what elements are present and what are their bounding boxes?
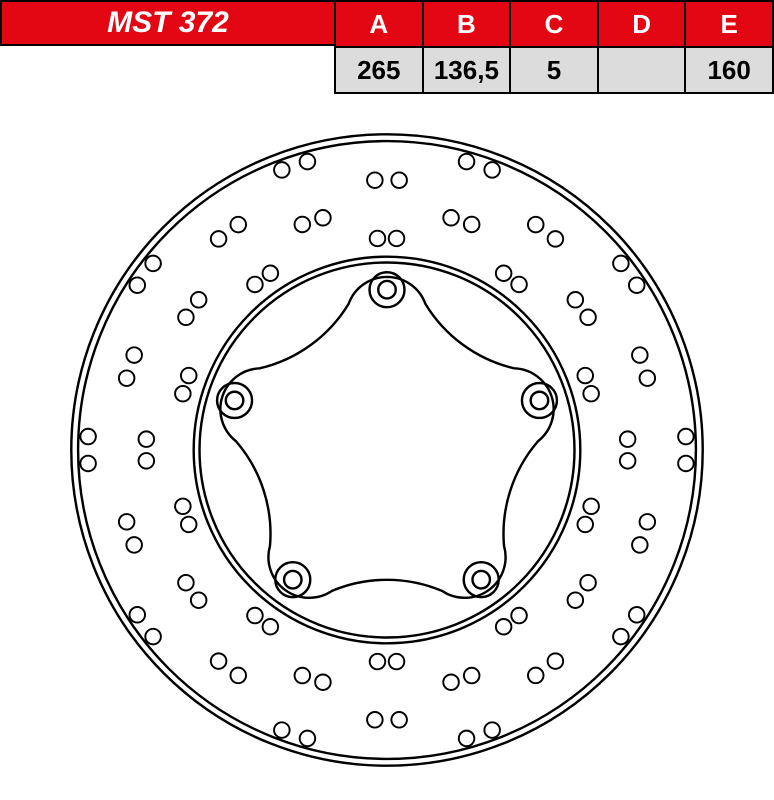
dim-value: 5 xyxy=(511,48,597,94)
dim-value: 160 xyxy=(686,48,772,94)
dim-head: A xyxy=(336,2,422,48)
dim-col-b: B136,5 xyxy=(424,2,512,94)
dim-head: C xyxy=(511,2,597,48)
dim-head: D xyxy=(599,2,685,48)
dimension-table: A265B136,5C5DE160 xyxy=(334,0,774,94)
dim-value: 136,5 xyxy=(424,48,510,94)
dim-head: B xyxy=(424,2,510,48)
dim-col-e: E160 xyxy=(686,2,774,94)
dim-col-c: C5 xyxy=(511,2,599,94)
spec-header: MST 372 A265B136,5C5DE160 xyxy=(0,0,774,94)
brake-disc-diagram xyxy=(0,100,774,800)
part-number-label: MST 372 xyxy=(0,0,334,46)
dim-col-a: A265 xyxy=(336,2,424,94)
dim-head: E xyxy=(686,2,772,48)
disc-svg xyxy=(47,110,727,790)
dim-value xyxy=(599,48,685,94)
dim-value: 265 xyxy=(336,48,422,94)
dim-col-d: D xyxy=(599,2,687,94)
